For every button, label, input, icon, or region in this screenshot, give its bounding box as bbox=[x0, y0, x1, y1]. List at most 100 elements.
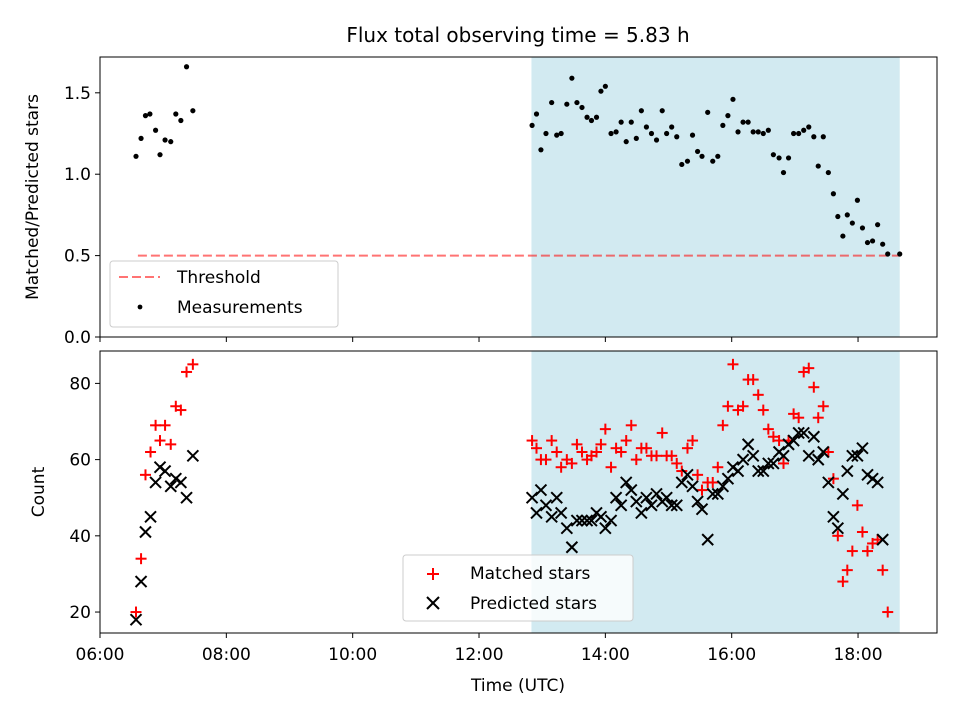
predicted-star-point bbox=[660, 491, 673, 504]
measurement-point bbox=[674, 134, 680, 140]
matched-star-point bbox=[640, 442, 652, 454]
bottom-x-axis: 06:00 08:00 10:00 12:00 14:00 16:00 18:00 bbox=[76, 633, 883, 665]
predicted-star-point bbox=[665, 499, 678, 512]
predicted-star-point bbox=[752, 464, 765, 478]
predicted-star-point bbox=[846, 449, 859, 463]
x-tick-label: 16:00 bbox=[707, 645, 756, 665]
measurement-point bbox=[579, 104, 585, 111]
measurement-point bbox=[653, 137, 660, 143]
measurement-point bbox=[730, 96, 736, 102]
predicted-star-point bbox=[635, 506, 648, 520]
predicted-star-point bbox=[670, 499, 683, 512]
matched-star-point bbox=[620, 435, 632, 447]
measurement-point bbox=[815, 163, 821, 169]
measurement-point bbox=[684, 158, 691, 164]
predicted-star-point bbox=[797, 426, 810, 440]
measurement-point bbox=[608, 130, 614, 137]
matched-star-point bbox=[566, 457, 578, 469]
matched-star-point bbox=[681, 442, 693, 454]
measurement-point bbox=[554, 132, 560, 138]
measurement-point bbox=[720, 122, 726, 128]
measurement-point bbox=[659, 108, 665, 114]
predicted-star-point bbox=[841, 464, 854, 478]
matched-star-point bbox=[540, 454, 552, 466]
matched-star-point bbox=[615, 446, 627, 458]
matched-star-point bbox=[752, 389, 764, 401]
predicted-star-point bbox=[174, 476, 188, 489]
matched-star-point bbox=[882, 606, 894, 618]
matched-star-point bbox=[181, 366, 193, 378]
measurement-point bbox=[694, 148, 701, 155]
predicted-star-point bbox=[630, 495, 643, 508]
matched-star-point bbox=[165, 438, 177, 450]
top-x-ticks bbox=[99, 337, 859, 342]
x-tick-label: 14:00 bbox=[581, 645, 630, 665]
measurement-point bbox=[538, 147, 544, 153]
top-legend-box bbox=[109, 260, 339, 328]
predicted-star-point bbox=[787, 434, 800, 447]
predicted-star-point bbox=[594, 510, 608, 523]
measurement-point bbox=[844, 212, 850, 218]
x-tick-label: 06:00 bbox=[76, 645, 125, 665]
matched-star-point bbox=[576, 446, 588, 458]
measurement-point bbox=[168, 139, 174, 145]
matched-star-point bbox=[676, 465, 688, 477]
measurement-point bbox=[776, 155, 782, 161]
top-y-axis: 0.0 0.5 1.0 1.5 bbox=[64, 84, 100, 348]
bottom-axes-frame bbox=[99, 350, 938, 634]
measurement-point bbox=[699, 153, 705, 159]
predicted-star-point bbox=[767, 457, 780, 470]
predicted-star-point bbox=[706, 487, 719, 501]
matched-star-point bbox=[135, 553, 147, 565]
measurement-point bbox=[880, 241, 886, 247]
predicted-star-point bbox=[777, 449, 790, 463]
measurement-point bbox=[725, 113, 731, 119]
predicted-star-point bbox=[144, 510, 157, 523]
predicted-star-point bbox=[570, 514, 584, 527]
measurement-point bbox=[750, 129, 756, 135]
predicted-star-point bbox=[550, 491, 563, 504]
measurement-point bbox=[875, 222, 881, 228]
measurement-point bbox=[830, 191, 837, 197]
measurement-point bbox=[835, 213, 841, 220]
matched-star-point bbox=[687, 435, 699, 447]
predicted-star-point bbox=[675, 476, 689, 489]
predicted-star-point bbox=[691, 495, 704, 508]
measurement-point bbox=[569, 75, 575, 81]
measurement-point bbox=[152, 127, 159, 133]
measurement-point bbox=[613, 129, 619, 135]
x-tick-label: 12:00 bbox=[455, 645, 504, 665]
matched-star-point bbox=[737, 400, 749, 412]
predicted-star-point bbox=[625, 483, 638, 497]
measurement-point bbox=[679, 161, 685, 168]
x-tick-label: 08:00 bbox=[202, 645, 251, 665]
matched-star-point bbox=[130, 606, 142, 618]
measurement-point bbox=[574, 99, 580, 106]
matched-star-point bbox=[856, 526, 868, 538]
measurement-point bbox=[529, 122, 535, 128]
matched-star-point bbox=[757, 404, 769, 416]
measurement-point bbox=[801, 127, 807, 133]
predicted-legend-label: Predicted stars bbox=[470, 594, 597, 614]
matched-star-point bbox=[571, 438, 583, 450]
predicted-star-point bbox=[149, 476, 162, 489]
predicted-star-point bbox=[686, 480, 699, 493]
predicted-star-point bbox=[619, 476, 633, 489]
matched-star-point bbox=[625, 419, 637, 431]
matched-star-point bbox=[696, 484, 708, 496]
matched-star-point bbox=[187, 358, 199, 370]
predicted-star-point bbox=[701, 533, 714, 546]
bottom-y-tick-label: 80 bbox=[69, 374, 91, 394]
matched-star-point bbox=[599, 423, 611, 435]
matched-star-point bbox=[150, 419, 162, 431]
matched-star-point bbox=[767, 431, 779, 443]
predicted-star-point bbox=[741, 438, 755, 451]
x-tick-label: 18:00 bbox=[834, 645, 883, 665]
measurement-point bbox=[173, 111, 179, 117]
measurement-point bbox=[628, 119, 634, 125]
measurement-point bbox=[183, 64, 190, 70]
matched-star-point bbox=[526, 435, 538, 447]
matched-star-point bbox=[808, 381, 820, 393]
measurement-point bbox=[533, 111, 540, 117]
